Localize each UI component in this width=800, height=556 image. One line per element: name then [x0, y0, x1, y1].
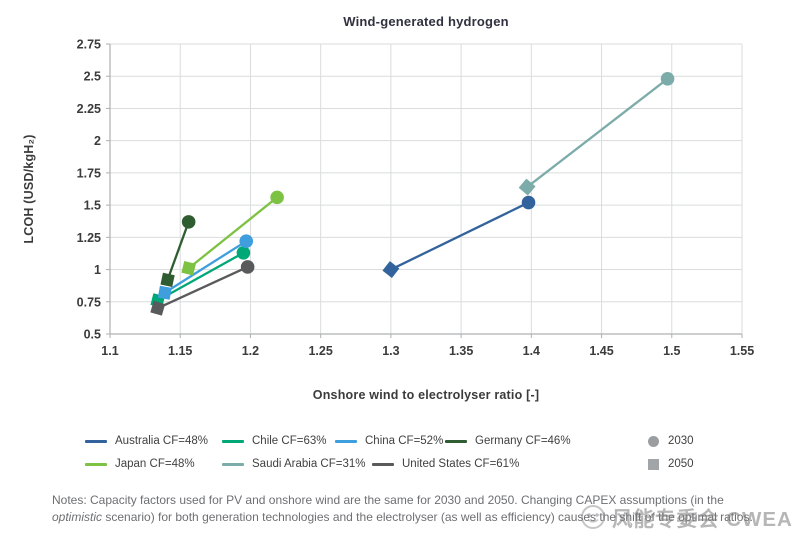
legend-label-year-2050: 2050 [668, 458, 694, 470]
legend-swatch-china-cf-52 [335, 439, 357, 443]
chart-title: Wind-generated hydrogen [343, 14, 509, 29]
marker-2030-japan-cf-48 [270, 190, 284, 205]
legend-item-germany-cf-46: Germany CF=46% [445, 434, 571, 448]
x-tick-label: 1.15 [168, 344, 192, 358]
x-tick-label: 1.5 [663, 344, 680, 358]
notes-line2-post: scenario) for both generation technologi… [102, 509, 642, 524]
x-tick-label: 1.3 [382, 344, 399, 358]
series-line-chile-cf-63 [157, 251, 244, 302]
legend-item-chile-cf-63: Chile CF=63% [222, 434, 326, 448]
legend-swatch-saudi-arabia-cf-31 [222, 462, 244, 466]
legend-item-china-cf-52: China CF=52% [335, 434, 443, 448]
x-tick-label: 1.55 [730, 344, 754, 358]
y-axis-title: LCOH (USD/kgH₂) [22, 134, 36, 244]
y-tick-label: 0.5 [84, 328, 101, 342]
legend-item-year-2050: 2050 [648, 457, 694, 471]
y-tick-label: 1.5 [84, 199, 101, 213]
legend-marker-square-2050 [648, 458, 659, 470]
marker-2030-germany-cf-46 [181, 215, 196, 229]
x-tick-label: 1.1 [101, 344, 118, 358]
marker-2050-saudi-arabia-cf-31 [518, 178, 536, 196]
x-tick-label: 1.35 [449, 344, 473, 358]
legend-swatch-chile-cf-63 [222, 439, 244, 443]
marker-2050-germany-cf-46 [160, 272, 175, 287]
series-line-germany-cf-46 [166, 221, 190, 281]
marker-2050-china-cf-52 [157, 285, 172, 300]
series-line-japan-cf-48 [187, 196, 278, 270]
y-tick-label: 2.5 [84, 70, 101, 84]
marker-2030-australia-cf-48 [521, 195, 536, 210]
legend-item-year-2030: 2030 [648, 434, 694, 448]
plot-area: 1.1 1.15 1.2 1.25 1.3 1.35 1.4 1.45 1.5 1.55 0.5 0.… [77, 38, 755, 359]
legend-label-chile-cf-63: Chile CF=63% [252, 435, 327, 447]
marker-2030-saudi-arabia-cf-31 [660, 72, 675, 86]
legend-label-china-cf-52: China CF=52% [365, 435, 444, 447]
x-tick-label: 1.25 [308, 344, 332, 358]
legend-item-saudi-arabia-cf-31: Saudi Arabia CF=31% [222, 457, 365, 471]
legend-swatch-germany-cf-46 [445, 439, 467, 443]
series-line-australia-cf-48 [390, 201, 530, 271]
legend-item-australia-cf-48: Australia CF=48% [85, 434, 208, 448]
series-line-united-states-cf-61 [157, 265, 249, 310]
legend-item-united-states-cf-61: United States CF=61% [372, 457, 519, 471]
notes-italic-word: optimistic [52, 509, 103, 524]
notes-line2-pre: (in the [690, 493, 724, 507]
y-tick-label: 1 [94, 263, 101, 277]
notes-line3: of the optimal ratios. [644, 509, 753, 524]
notes-text: Notes: Capacity factors used for PV and … [52, 492, 776, 525]
series-line-china-cf-52 [164, 240, 247, 294]
y-tick-label: 1.75 [77, 166, 101, 180]
legend-swatch-japan-cf-48 [85, 462, 107, 466]
legend-swatch-australia-cf-48 [85, 439, 107, 443]
marker-2050-australia-cf-48 [382, 261, 400, 278]
marker-2050-japan-cf-48 [181, 260, 196, 276]
notes-line1: Notes: Capacity factors used for PV and … [52, 493, 688, 507]
marker-2050-united-states-cf-61 [150, 300, 166, 316]
y-tick-label: 2.25 [77, 102, 101, 116]
y-tick-label: 1.25 [77, 231, 101, 245]
y-tick-label: 2 [94, 134, 101, 148]
legend-label-year-2030: 2030 [668, 435, 694, 447]
legend-label-japan-cf-48: Japan CF=48% [115, 458, 195, 470]
marker-2030-china-cf-52 [239, 234, 254, 248]
legend-label-saudi-arabia-cf-31: Saudi Arabia CF=31% [252, 458, 366, 470]
series-line-saudi-arabia-cf-31 [526, 77, 669, 188]
y-tick-label: 0.75 [77, 295, 101, 309]
legend-swatch-united-states-cf-61 [372, 462, 394, 466]
x-axis-title: Onshore wind to electrolyser ratio [-] [312, 388, 540, 402]
x-tick-label: 1.2 [242, 344, 259, 358]
legend-item-japan-cf-48: Japan CF=48% [85, 457, 195, 471]
marker-2030-united-states-cf-61 [240, 260, 255, 274]
x-tick-label: 1.4 [523, 344, 540, 358]
marker-2030-chile-cf-63 [236, 246, 251, 260]
legend-label-united-states-cf-61: United States CF=61% [402, 458, 520, 470]
legend-label-germany-cf-46: Germany CF=46% [475, 435, 571, 447]
legend-marker-circle-2030 [648, 435, 659, 447]
y-tick-label: 2.75 [77, 38, 101, 52]
legend-label-australia-cf-48: Australia CF=48% [115, 435, 208, 447]
x-tick-label: 1.45 [589, 344, 613, 358]
